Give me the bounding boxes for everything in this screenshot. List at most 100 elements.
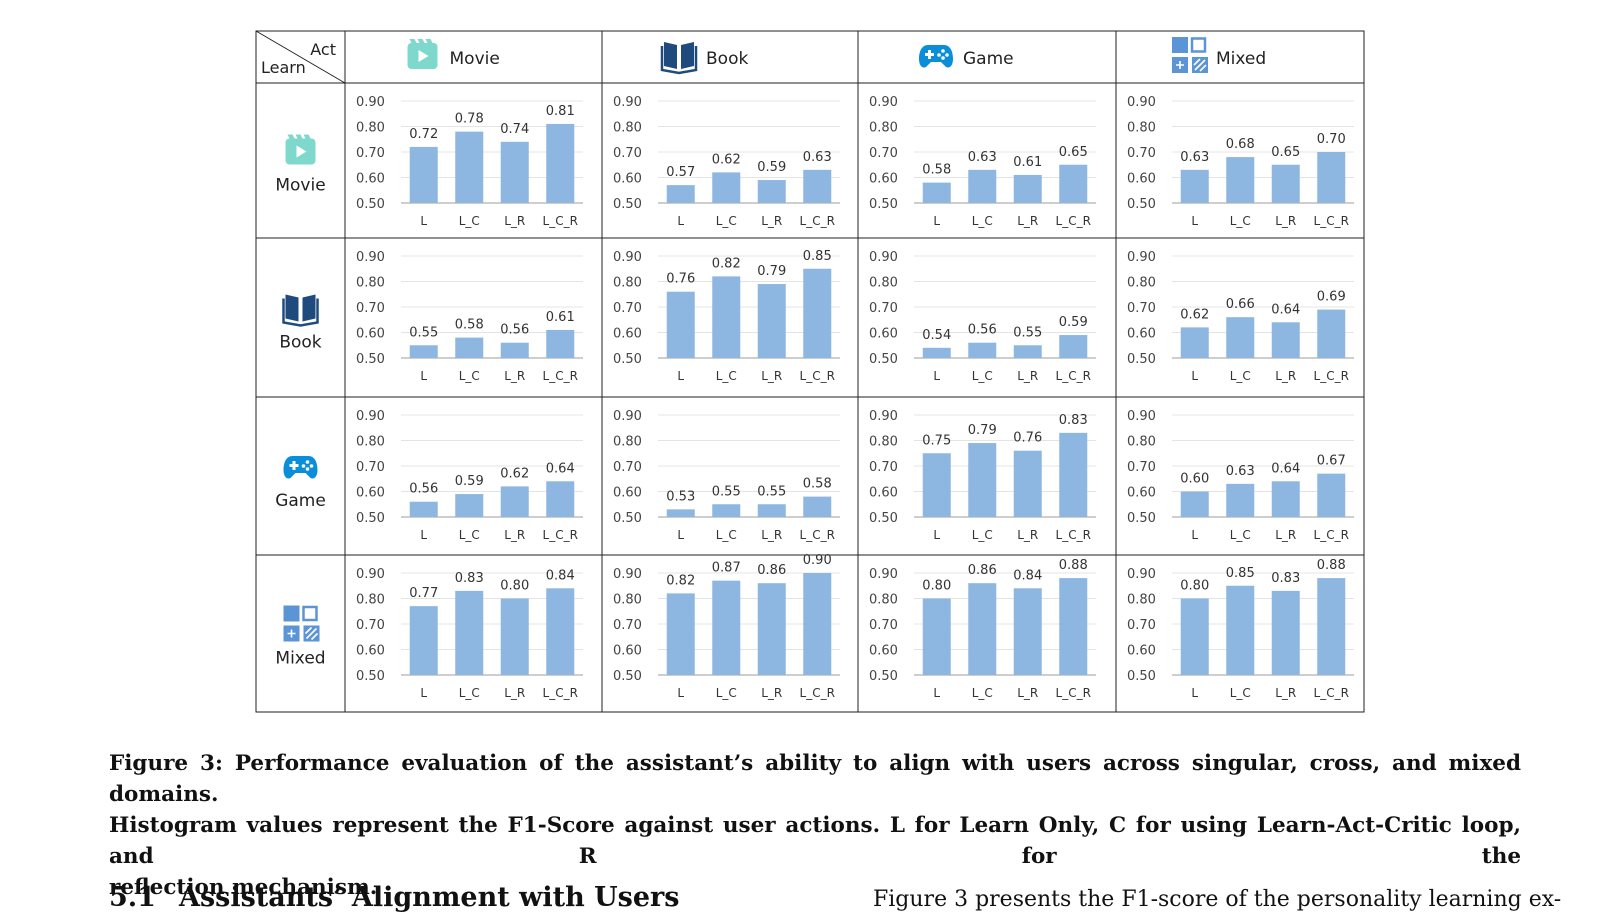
x-tick-label: L_C_R: [543, 686, 578, 700]
bar: [968, 342, 997, 358]
corner-diagonal: [255, 30, 346, 84]
x-tick-label: L_C_R: [1314, 369, 1349, 383]
y-tick-label: 0.80: [1127, 593, 1156, 608]
data-label: 0.56: [500, 323, 529, 338]
data-label: 0.74: [500, 122, 529, 137]
subchart-game-book: 0.90 0.80 0.70 0.60 0.50 0.53 L 0.55 L_C 0.55 L_R 0…: [613, 409, 840, 542]
data-label: 0.84: [546, 568, 575, 583]
data-label: 0.62: [1180, 307, 1209, 322]
y-tick-label: 0.70: [613, 460, 642, 475]
y-tick-label: 0.80: [613, 276, 642, 291]
y-tick-label: 0.90: [1127, 409, 1156, 424]
bar: [409, 345, 438, 358]
y-tick-label: 0.90: [356, 567, 385, 582]
x-tick-label: L_C_R: [1314, 214, 1349, 228]
y-tick-label: 0.90: [613, 95, 642, 110]
x-tick-label: L_R: [504, 686, 525, 700]
bar: [455, 131, 484, 203]
x-tick-label: L: [677, 369, 684, 383]
bar: [1226, 585, 1255, 675]
mixed-icon: [283, 605, 320, 642]
caption-line-2: Histogram values represent the F1-Score …: [109, 813, 1521, 869]
y-tick-label: 0.60: [1127, 327, 1156, 342]
subchart-mixed-movie: 0.90 0.80 0.70 0.60 0.50 0.77 L 0.83 L_C 0.80 L_R 0…: [356, 567, 583, 700]
game-icon: [919, 45, 953, 68]
x-tick-label: L_C_R: [543, 369, 578, 383]
y-tick-label: 0.60: [613, 327, 642, 342]
bar: [712, 580, 741, 675]
mixed-icon: [1172, 37, 1208, 73]
y-tick-label: 0.60: [356, 172, 385, 187]
data-label: 0.64: [546, 461, 575, 476]
x-tick-label: L_C_R: [543, 214, 578, 228]
data-label: 0.78: [455, 112, 484, 127]
bar: [409, 606, 438, 675]
x-tick-label: L_C: [972, 369, 993, 383]
y-tick-label: 0.50: [613, 352, 642, 367]
y-tick-label: 0.60: [613, 486, 642, 501]
data-label: 0.55: [1013, 325, 1042, 340]
bar: [666, 185, 695, 203]
data-label: 0.83: [1271, 571, 1300, 586]
x-tick-label: L: [420, 686, 427, 700]
x-tick-label: L_R: [1017, 528, 1038, 542]
bar: [757, 180, 786, 203]
x-tick-label: L_R: [504, 369, 525, 383]
data-label: 0.55: [409, 325, 438, 340]
data-label: 0.80: [1180, 579, 1209, 594]
data-label: 0.85: [1226, 566, 1255, 581]
x-tick-label: L_C: [459, 528, 480, 542]
y-tick-label: 0.90: [613, 250, 642, 265]
data-label: 0.82: [666, 573, 695, 588]
data-label: 0.61: [546, 310, 575, 325]
y-tick-label: 0.90: [869, 409, 898, 424]
x-tick-label: L: [1191, 214, 1198, 228]
x-tick-label: L_C_R: [1056, 528, 1091, 542]
y-tick-label: 0.90: [869, 250, 898, 265]
y-tick-label: 0.80: [356, 121, 385, 136]
x-tick-label: L_R: [761, 214, 782, 228]
y-tick-label: 0.80: [869, 593, 898, 608]
x-tick-label: L: [420, 214, 427, 228]
y-tick-label: 0.90: [613, 567, 642, 582]
y-tick-label: 0.80: [613, 435, 642, 450]
bar: [1180, 598, 1209, 675]
x-tick-label: L_C: [716, 214, 737, 228]
bar: [666, 291, 695, 358]
x-tick-label: L: [677, 686, 684, 700]
subchart-mixed-mixed: 0.90 0.80 0.70 0.60 0.50 0.80 L 0.85 L_C 0.83 L_R 0…: [1127, 558, 1354, 700]
section-number: 5.1: [109, 882, 156, 913]
subchart-game-mixed: 0.90 0.80 0.70 0.60 0.50 0.60 L 0.63 L_C 0.64 L_R 0…: [1127, 409, 1354, 542]
y-tick-label: 0.90: [1127, 567, 1156, 582]
x-tick-label: L_R: [1275, 686, 1296, 700]
y-tick-label: 0.90: [869, 567, 898, 582]
data-label: 0.58: [455, 318, 484, 333]
subchart-game-movie: 0.90 0.80 0.70 0.60 0.50 0.56 L 0.59 L_C 0.62 L_R 0…: [356, 409, 583, 542]
row-header-book: Book: [279, 333, 321, 353]
bar: [803, 573, 832, 675]
bar: [1013, 174, 1042, 203]
x-tick-label: L_C: [459, 686, 480, 700]
bar: [1059, 164, 1088, 203]
y-tick-label: 0.50: [613, 511, 642, 526]
subchart-game-game: 0.90 0.80 0.70 0.60 0.50 0.75 L 0.79 L_C 0.76 L_R 0…: [869, 409, 1096, 542]
data-label: 0.64: [1271, 302, 1300, 317]
bar: [1013, 345, 1042, 358]
y-tick-label: 0.70: [1127, 301, 1156, 316]
bar: [1180, 327, 1209, 358]
bar: [1013, 588, 1042, 675]
bar: [757, 284, 786, 358]
book-icon: [282, 294, 319, 327]
bar: [922, 182, 951, 203]
y-tick-label: 0.60: [869, 327, 898, 342]
data-label: 0.62: [712, 152, 741, 167]
data-label: 0.77: [409, 586, 438, 601]
bar: [500, 141, 529, 203]
y-tick-label: 0.50: [869, 511, 898, 526]
data-label: 0.79: [968, 423, 997, 438]
row-header-game: Game: [275, 491, 326, 511]
data-label: 0.61: [1013, 155, 1042, 170]
subchart-book-mixed: 0.90 0.80 0.70 0.60 0.50 0.62 L 0.66 L_C 0.64 L_R 0…: [1127, 250, 1354, 383]
bar: [1226, 483, 1255, 517]
data-label: 0.83: [455, 571, 484, 586]
